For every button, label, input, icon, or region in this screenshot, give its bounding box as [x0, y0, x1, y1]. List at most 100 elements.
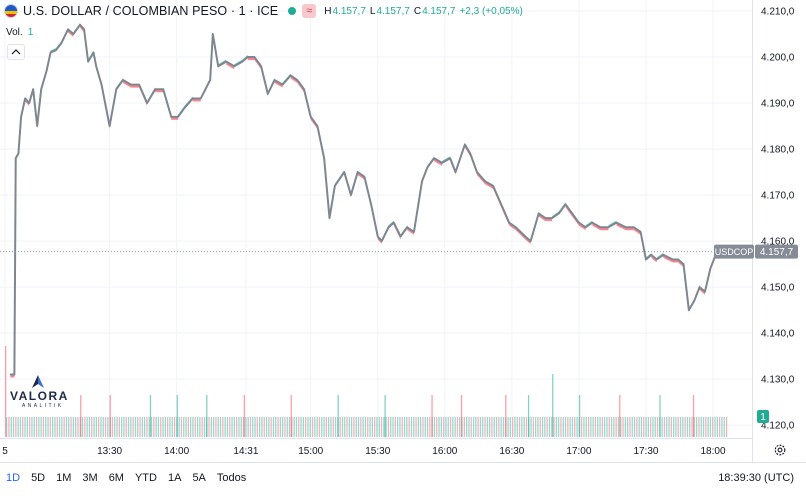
- volume-bar: [261, 417, 263, 437]
- volume-spike: [206, 395, 208, 437]
- symbol-title[interactable]: U.S. DOLLAR / COLOMBIAN PESO · 1 · ICE: [23, 4, 279, 18]
- price-point: [387, 226, 390, 228]
- volume-bar: [629, 417, 631, 437]
- x-tick-label: 14:31: [233, 446, 258, 457]
- volume-bar: [364, 417, 367, 437]
- volume-bar: [673, 417, 675, 437]
- price-point: [241, 61, 243, 63]
- range-5d[interactable]: 5D: [31, 472, 46, 484]
- price-line-group: [9, 23, 720, 376]
- volume-bar: [399, 417, 401, 437]
- clock[interactable]: 18:39:30 (UTC): [718, 472, 794, 484]
- market-open-dot-icon[interactable]: [288, 7, 297, 15]
- volume-bar: [562, 417, 564, 437]
- volume-spike: [431, 395, 433, 437]
- volume-bar: [406, 417, 408, 437]
- volume-bar: [654, 417, 656, 437]
- volume-bar: [493, 417, 495, 437]
- volume-bar: [652, 417, 654, 437]
- price-point: [323, 157, 325, 159]
- gear-icon[interactable]: [773, 443, 787, 457]
- price-point: [36, 125, 38, 127]
- price-point: [290, 74, 292, 77]
- volume-bar: [318, 417, 321, 437]
- axes: 4.210,0 4.200,0 4.190,0 4.180,0 4.170,0 4.160…: [0, 0, 798, 462]
- price-point: [551, 217, 553, 219]
- volume-bar: [670, 417, 672, 437]
- volume-bar: [532, 417, 534, 437]
- volume-spike: [337, 395, 339, 437]
- volume-bar: [314, 417, 316, 437]
- range-1a[interactable]: 1A: [167, 472, 182, 484]
- volume-bar: [650, 417, 652, 437]
- volume-bar: [252, 417, 254, 437]
- volume-bar: [275, 417, 277, 437]
- volume-spike: [619, 395, 621, 437]
- volume-bar: [47, 417, 49, 437]
- volume-bar: [61, 417, 63, 437]
- price-point: [433, 157, 435, 159]
- logo-name: VALORA: [10, 389, 69, 403]
- volume-bar: [495, 417, 498, 437]
- volume-bar: [362, 417, 364, 437]
- volume-bar: [707, 417, 709, 437]
- price-point: [200, 97, 202, 100]
- data-delayed-icon[interactable]: ≈: [302, 4, 317, 18]
- volume-bar: [130, 417, 132, 437]
- volume-bar: [443, 417, 445, 437]
- logo-mark-icon: [32, 375, 44, 388]
- volume-bar: [700, 417, 702, 437]
- volume-bar: [279, 417, 281, 437]
- volume-bar: [54, 417, 56, 437]
- volume-bar: [208, 417, 210, 437]
- volume-bar: [226, 417, 229, 437]
- volume-bar: [26, 417, 28, 437]
- volume-bar: [157, 417, 160, 437]
- volume-bar: [468, 417, 470, 437]
- volume-bar: [518, 417, 521, 437]
- price-point: [571, 212, 573, 215]
- price-point: [20, 116, 22, 118]
- volume-bar: [564, 417, 567, 437]
- volume-bar: [357, 417, 360, 437]
- volume-bar: [348, 417, 350, 437]
- y-tick-label: 4.170,0: [761, 191, 795, 202]
- price-point: [672, 258, 674, 261]
- volume-bar: [102, 417, 104, 437]
- volume-bar: [387, 417, 390, 437]
- range-1d[interactable]: 1D: [6, 472, 21, 484]
- volume-bar: [698, 417, 700, 437]
- volume-bar: [75, 417, 77, 437]
- collapse-legend-button[interactable]: [7, 44, 25, 60]
- volume-bar: [397, 417, 399, 437]
- volume-bar: [344, 417, 346, 437]
- volume-bar: [408, 417, 410, 437]
- volume-bar: [594, 417, 597, 437]
- volume-bar: [433, 417, 436, 437]
- range-1m[interactable]: 1M: [56, 472, 72, 484]
- price-point: [253, 56, 256, 58]
- range-3m[interactable]: 3M: [82, 472, 98, 484]
- range-6m[interactable]: 6M: [108, 472, 124, 484]
- volume-bar: [58, 417, 61, 437]
- volume-spike: [578, 395, 581, 437]
- volume-bar: [525, 417, 528, 437]
- x-tick-label: 16:30: [499, 446, 524, 457]
- volume-bar: [144, 417, 146, 437]
- volume-bar: [88, 417, 91, 437]
- volume-bar: [307, 417, 309, 437]
- volume-bar: [162, 417, 164, 437]
- volume-bar: [615, 417, 617, 437]
- volume-bar: [679, 417, 682, 437]
- volume-bar: [91, 417, 93, 437]
- volume-bar: [429, 417, 431, 437]
- range-5a[interactable]: 5A: [192, 472, 206, 484]
- range-ytd[interactable]: YTD: [134, 472, 157, 484]
- price-point: [413, 231, 415, 233]
- price-point: [688, 309, 690, 311]
- price-point: [650, 254, 652, 256]
- price-point: [578, 222, 580, 224]
- range-todos[interactable]: Todos: [216, 472, 247, 484]
